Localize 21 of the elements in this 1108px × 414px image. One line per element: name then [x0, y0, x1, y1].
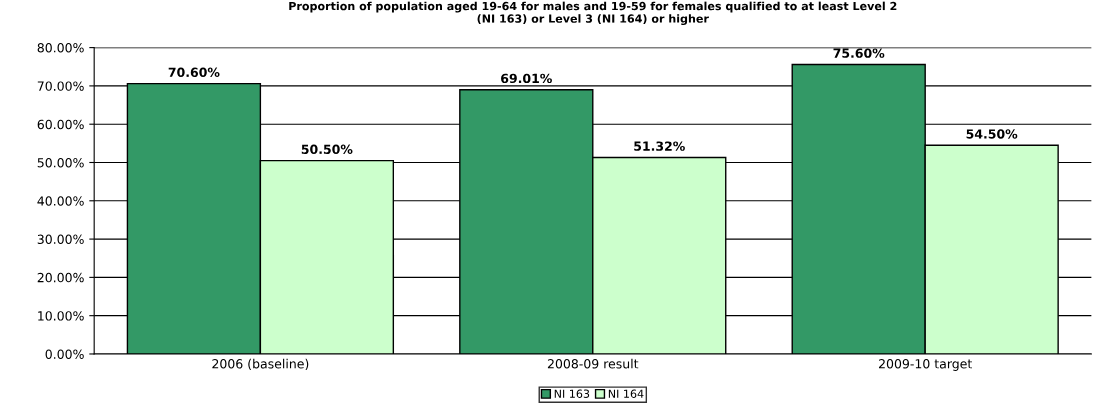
data-label: 70.60% [168, 67, 220, 78]
x-tick-label: 2008-09 result [547, 358, 639, 369]
y-tick-label: 70.00% [37, 81, 84, 91]
chart-title: Proportion of population aged 19-64 for males and 19-59 for females qualified to at least Level 2 (NI 163) or Level 3 (NI 164) or higher [289, 1, 897, 26]
x-tick-label: 2006 (baseline) [212, 358, 309, 370]
data-label: 51.32% [634, 141, 685, 151]
y-tick-label: 20.00% [37, 272, 84, 283]
y-tick-label: 10.00% [38, 311, 84, 321]
y-tick-label: 30.00% [37, 234, 84, 245]
y-tick-label: 60.00% [37, 119, 84, 130]
data-label: 75.60% [833, 48, 885, 58]
data-label: 50.50% [301, 144, 353, 154]
data-label: 54.50% [966, 129, 1018, 139]
y-tick-label: 50.00% [37, 157, 84, 168]
data-label: 69.01% [501, 73, 552, 84]
y-tick-label: 80.00% [37, 43, 84, 53]
x-tick-label: 2009-10 target [878, 359, 972, 371]
legend-label: NI 163 [554, 389, 590, 398]
y-tick-label: 40.00% [37, 196, 84, 206]
y-tick-label: 0.00% [45, 349, 84, 359]
legend-label: NI 164 [608, 389, 644, 398]
